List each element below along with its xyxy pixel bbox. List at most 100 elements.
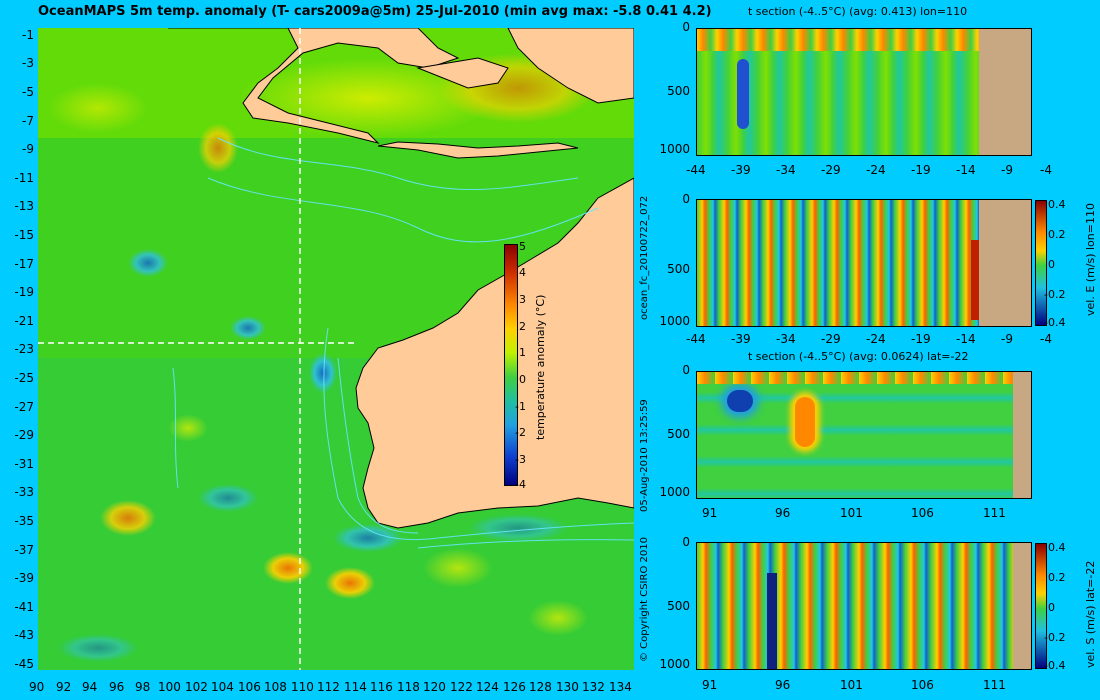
velocity-colorbar-s	[1035, 543, 1047, 669]
panel1-x-tick: -9	[1001, 163, 1013, 177]
panel4-y-tick: 1000	[659, 657, 690, 671]
map-y-tick: -25	[14, 371, 34, 385]
panel3-y-tick: 1000	[659, 485, 690, 499]
panel3-x-tick: 96	[775, 506, 791, 520]
panel2-y-tick: 500	[667, 262, 690, 276]
panel2-x-tick: -24	[866, 332, 886, 346]
run-id-label: ocean_fc_20100722_072	[639, 195, 650, 320]
panel2-x-tick: -19	[911, 332, 931, 346]
panel4-cbar-tick: -0.4	[1044, 659, 1066, 672]
panel1-x-tick: -29	[821, 163, 841, 177]
panel4-x-tick: 96	[775, 678, 791, 692]
map-x-tick: 118	[397, 680, 420, 694]
map-x-tick: 128	[529, 680, 552, 694]
panel2-x-tick: -39	[731, 332, 751, 346]
panel2-cbar-label: vel. E (m/s) lon=110	[1084, 203, 1097, 316]
map-x-tick: 132	[582, 680, 605, 694]
map-y-tick: -23	[14, 342, 34, 356]
map-y-tick: -27	[14, 400, 34, 414]
map-y-tick: -43	[14, 628, 34, 642]
panel4-cbar-ticks: 0.4 0.2 0 -0.2 -0.4	[1044, 541, 1078, 672]
map-y-tick: -39	[14, 571, 34, 585]
panel4-x-tick: 101	[840, 678, 863, 692]
colorbar-tick: -2	[515, 426, 526, 439]
map-y-tick: -35	[14, 514, 34, 528]
panel2-x-tick: -4	[1040, 332, 1052, 346]
map-y-axis: -1 -3 -5 -7 -9 -11 -13 -15 -17 -19 -21 -…	[0, 28, 36, 671]
panel2-cbar-tick: 0.2	[1048, 228, 1066, 241]
panel2-cbar-ticks: 0.4 0.2 0 -0.2 -0.4	[1044, 198, 1078, 329]
map-x-tick: 100	[158, 680, 181, 694]
map-x-tick: 116	[370, 680, 393, 694]
panel4-velocity-plot	[696, 542, 1032, 670]
map-x-tick: 124	[476, 680, 499, 694]
panel2-cbar-tick: 0	[1048, 258, 1055, 271]
panel2-y-tick: 1000	[659, 314, 690, 328]
panel4-x-tick: 91	[702, 678, 718, 692]
panel1-x-tick: -4	[1040, 163, 1052, 177]
map-y-tick: -11	[14, 171, 34, 185]
panel2-cbar-tick: -0.2	[1044, 288, 1066, 301]
panel2-x-tick: -9	[1001, 332, 1013, 346]
panel2-x-tick: -29	[821, 332, 841, 346]
panel3-x-tick: 101	[840, 506, 863, 520]
panel2-x-tick: -14	[956, 332, 976, 346]
panel1-section-plot	[696, 28, 1032, 156]
panel1-x-tick: -14	[956, 163, 976, 177]
panel4-y-tick: 0	[682, 535, 690, 549]
panel2-x-tick: -44	[686, 332, 706, 346]
panel4-cbar-tick: -0.2	[1044, 631, 1066, 644]
map-x-tick: 94	[82, 680, 98, 694]
panel2-x-tick: -34	[776, 332, 796, 346]
panel4-cbar-label: vel. S (m/s) lat=-22	[1084, 560, 1097, 668]
panel4-cbar-tick: 0.4	[1048, 541, 1066, 554]
map-x-tick: 126	[503, 680, 526, 694]
map-x-tick: 92	[56, 680, 72, 694]
map-y-tick: -3	[22, 56, 34, 70]
panel4-x-axis: 91 96 101 106 111	[696, 678, 1036, 694]
map-x-tick: 130	[556, 680, 579, 694]
panel1-x-tick: -34	[776, 163, 796, 177]
map-y-tick: -31	[14, 457, 34, 471]
map-x-tick: 114	[344, 680, 367, 694]
panel4-cbar-tick: 0	[1048, 601, 1055, 614]
panel3-x-axis: 91 96 101 106 111	[696, 506, 1036, 522]
colorbar-tick: 5	[519, 240, 526, 253]
copyright-label: © Copyright CSIRO 2010	[639, 537, 650, 662]
map-x-tick: 134	[609, 680, 632, 694]
map-x-tick: 122	[450, 680, 473, 694]
map-x-tick: 120	[423, 680, 446, 694]
map-y-tick: -13	[14, 199, 34, 213]
panel1-y-tick: 0	[682, 20, 690, 34]
temperature-anomaly-map	[38, 28, 634, 670]
colorbar-tick: -3	[515, 453, 526, 466]
map-y-tick: -19	[14, 285, 34, 299]
map-y-tick: -21	[14, 314, 34, 328]
map-x-tick: 110	[291, 680, 314, 694]
colorbar-tick: 0	[519, 373, 526, 386]
panel3-x-tick: 91	[702, 506, 718, 520]
colorbar-tick: 4	[519, 266, 526, 279]
panel2-velocity-plot	[696, 199, 1032, 327]
velocity-colorbar-e	[1035, 200, 1047, 326]
colorbar-tick: 1	[519, 346, 526, 359]
panel4-x-tick: 106	[911, 678, 934, 692]
map-x-tick: 106	[238, 680, 261, 694]
map-title: OceanMAPS 5m temp. anomaly (T- cars2009a…	[38, 4, 712, 19]
panel3-y-tick: 0	[682, 363, 690, 377]
panel1-x-tick: -19	[911, 163, 931, 177]
panel3-x-tick: 111	[983, 506, 1006, 520]
map-y-tick: -33	[14, 485, 34, 499]
panel1-y-tick: 1000	[659, 142, 690, 156]
panel2-y-tick: 0	[682, 192, 690, 206]
map-y-tick: -1	[22, 28, 34, 42]
panel4-y-tick: 500	[667, 599, 690, 613]
timestamp-label: 05-Aug-2010 13:25:59	[639, 399, 650, 512]
colorbar-tick: -1	[515, 400, 526, 413]
temperature-colorbar	[504, 244, 518, 486]
colorbar-label: temperature anomaly (°C)	[534, 294, 547, 440]
panel1-x-tick: -44	[686, 163, 706, 177]
map-x-tick: 102	[185, 680, 208, 694]
panel1-title: t section (-4..5°C) (avg: 0.413) lon=110	[748, 5, 968, 18]
colorbar-tick: -4	[515, 478, 526, 491]
